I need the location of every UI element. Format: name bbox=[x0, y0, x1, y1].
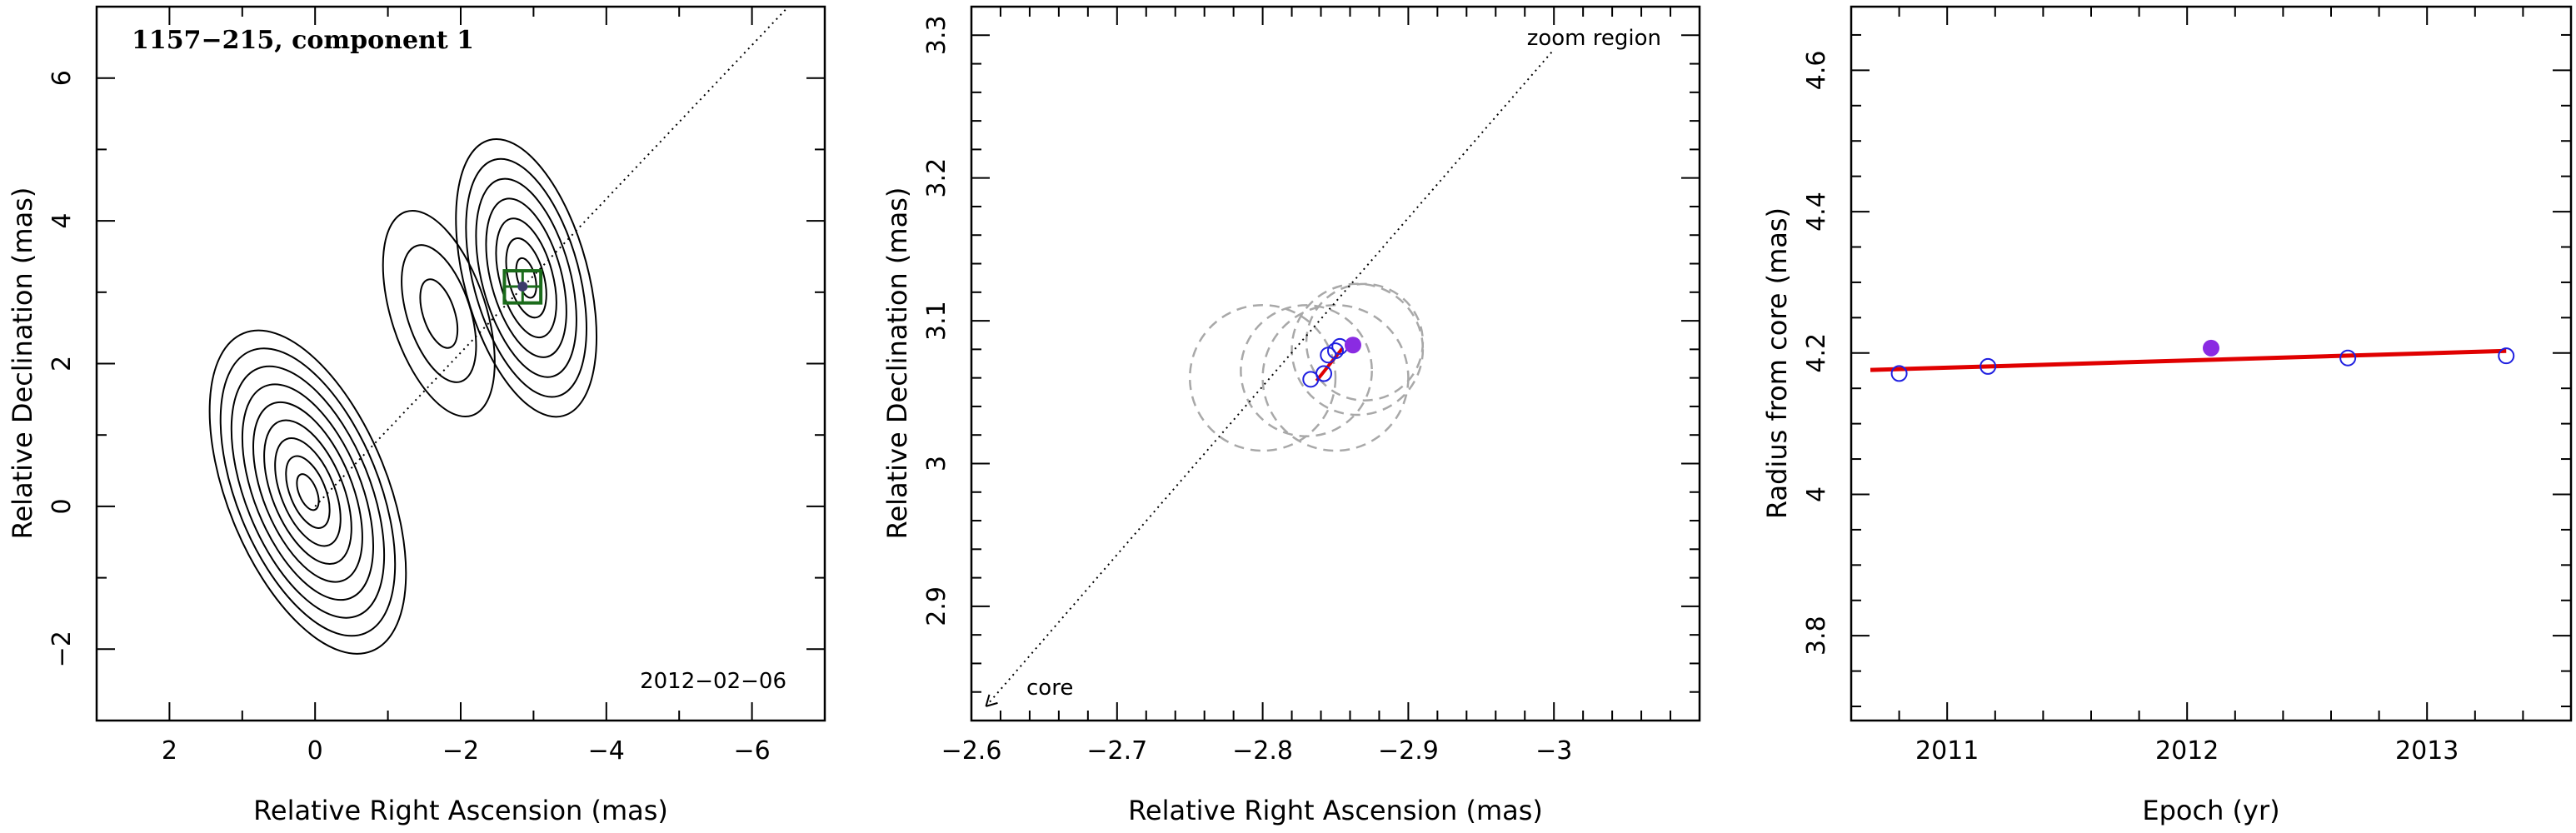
panel-3-x-axis-label: Epoch (yr) bbox=[2142, 795, 2279, 826]
contour-level bbox=[241, 383, 375, 601]
panel-2-y-tick-label: 3.1 bbox=[922, 301, 951, 341]
contour-level bbox=[382, 209, 496, 418]
contour-level bbox=[296, 473, 320, 511]
position-points bbox=[1302, 337, 1349, 388]
panel-3-x-tick-label: 2012 bbox=[2155, 736, 2219, 766]
component-marker bbox=[517, 281, 528, 292]
panel-3-y-tick-label: 4.6 bbox=[1802, 51, 1831, 91]
panel-1-x-tick-label: −4 bbox=[588, 736, 625, 766]
panel-1-ticks: 2 0 −2 −4 −6 −2 0 2 4 6 bbox=[47, 6, 826, 766]
position-point bbox=[1327, 342, 1344, 360]
radius-points bbox=[1890, 347, 2515, 382]
contour-level bbox=[419, 278, 459, 349]
panel-1-y-tick-label: 0 bbox=[47, 498, 77, 514]
panel-1-title: 1157−215, component 1 bbox=[132, 26, 474, 55]
radius-point bbox=[1979, 357, 1997, 375]
jet-direction-line bbox=[314, 6, 790, 507]
core-arrow-head bbox=[985, 694, 991, 707]
error-circle bbox=[1305, 282, 1425, 402]
radius-point bbox=[1890, 365, 1908, 382]
panel-position-map: 2 0 −2 −4 −6 −2 0 2 4 6 1157−215, component 1 201… bbox=[7, 5, 826, 826]
highlighted-point bbox=[2203, 339, 2219, 357]
panel-2-y-tick-label: 2.9 bbox=[922, 586, 951, 626]
panel-3-x-tick-label: 2011 bbox=[1915, 736, 1979, 766]
error-circles bbox=[1188, 282, 1425, 452]
panel-1-x-tick-label: 0 bbox=[307, 736, 323, 766]
panel-2-y-axis-label: Relative Declination (mas) bbox=[881, 187, 913, 540]
contour-level bbox=[495, 217, 557, 339]
panel-1-y-tick-label: 6 bbox=[47, 70, 77, 86]
panel-3-frame bbox=[1850, 5, 2573, 722]
contour-level bbox=[252, 401, 363, 583]
panel-2-y-tick-label: 3.2 bbox=[922, 158, 951, 198]
panel-1-x-axis-label: Relative Right Ascension (mas) bbox=[253, 795, 668, 826]
panel-3-x-tick-label: 2013 bbox=[2395, 736, 2459, 766]
panel-1-y-axis-label: Relative Declination (mas) bbox=[7, 187, 38, 540]
fit-line bbox=[1870, 348, 2507, 372]
panel-2-ticks: −2.6 −2.7 −2.8 −2.9 −3 2.9 3 3.1 3.2 3.3 bbox=[922, 6, 1700, 766]
panel-zoom-region: −2.6 −2.7 −2.8 −2.9 −3 2.9 3 3.1 3.2 3.3 zoom reg… bbox=[881, 5, 1701, 826]
contour-level bbox=[485, 197, 567, 358]
panel-3-ticks: 2011 2012 2013 3.8 4 4.2 4.4 4.6 bbox=[1802, 7, 2572, 766]
highlighted-point bbox=[1344, 337, 1361, 354]
panel-2-x-tick-label: −3 bbox=[1535, 736, 1572, 766]
contour-level bbox=[515, 257, 537, 299]
panel-3-y-tick-label: 3.8 bbox=[1802, 616, 1831, 656]
position-point bbox=[1315, 365, 1333, 382]
panel-2-y-tick-label: 3 bbox=[922, 456, 951, 471]
panel-3-y-axis-label: Radius from core (mas) bbox=[1761, 207, 1793, 519]
epoch-annotation: 2012−02−06 bbox=[640, 669, 786, 694]
panel-1-y-tick-label: 4 bbox=[47, 213, 77, 229]
panel-1-frame bbox=[95, 5, 826, 722]
radius-point bbox=[2339, 349, 2357, 367]
panel-2-x-tick-label: −2.7 bbox=[1086, 736, 1147, 766]
panel-2-x-axis-label: Relative Right Ascension (mas) bbox=[1128, 795, 1543, 826]
panel-2-x-tick-label: −2.9 bbox=[1378, 736, 1439, 766]
panel-2-y-tick-label: 3.3 bbox=[922, 15, 951, 55]
core-annotation: core bbox=[1026, 676, 1073, 701]
contour-level bbox=[401, 244, 477, 383]
radius-point bbox=[2498, 347, 2515, 365]
panel-2-frame bbox=[970, 5, 1701, 722]
contour-level bbox=[274, 437, 342, 547]
zoom-region-annotation: zoom region bbox=[1527, 26, 1661, 51]
contour-level bbox=[475, 177, 577, 378]
contour-level bbox=[505, 237, 547, 319]
error-circle bbox=[1261, 303, 1410, 452]
panel-1-x-tick-label: −2 bbox=[442, 736, 479, 766]
panel-3-y-tick-label: 4.4 bbox=[1802, 192, 1831, 232]
contour-level bbox=[263, 419, 352, 566]
contour-level bbox=[219, 347, 397, 637]
panel-1-y-tick-label: −2 bbox=[47, 631, 77, 667]
panel-3-y-tick-label: 4 bbox=[1802, 486, 1831, 502]
panel-1-x-tick-label: 2 bbox=[162, 736, 177, 766]
panel-3-y-tick-label: 4.2 bbox=[1802, 333, 1831, 373]
panel-2-x-tick-label: −2.6 bbox=[941, 736, 1002, 766]
panel-radius-vs-epoch: 2011 2012 2013 3.8 4 4.2 4.4 4.6 Epoch (yr) Rad… bbox=[1761, 5, 2573, 826]
error-circle bbox=[1240, 304, 1373, 437]
panel-2-x-tick-label: −2.8 bbox=[1232, 736, 1293, 766]
contour-map bbox=[208, 137, 598, 655]
contour-level bbox=[455, 137, 598, 418]
contour-level bbox=[230, 365, 386, 619]
core-arrow-head bbox=[986, 701, 998, 707]
panel-1-y-tick-label: 2 bbox=[47, 356, 77, 372]
panel-1-x-tick-label: −6 bbox=[733, 736, 770, 766]
jet-direction-line bbox=[985, 48, 1555, 707]
core-arrow-icon bbox=[985, 694, 998, 707]
contour-level bbox=[285, 455, 331, 529]
contour-level bbox=[208, 329, 407, 655]
contour-level bbox=[465, 157, 587, 398]
error-circle bbox=[1188, 303, 1337, 452]
